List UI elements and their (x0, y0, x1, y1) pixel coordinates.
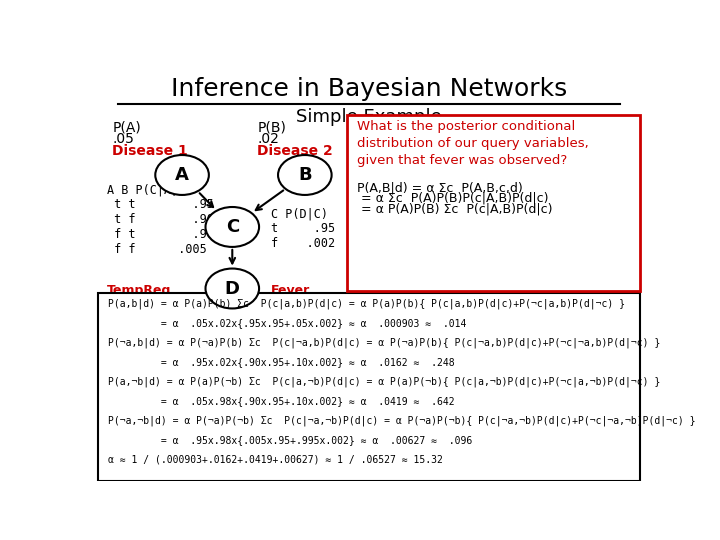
Text: P(a,¬b|d) = α P(a)P(¬b) Σc  P(c|a,¬b)P(d|c) = α P(a)P(¬b){ P(c|a,¬b)P(d|c)+P(¬c|: P(a,¬b|d) = α P(a)P(¬b) Σc P(c|a,¬b)P(d|… (109, 377, 661, 387)
Text: = α Σc  P(A)P(B)P(c|A,B)P(d|c): = α Σc P(A)P(B)P(c|A,B)P(d|c) (356, 192, 548, 205)
Text: = α P(A)P(B) Σc  P(c|A,B)P(d|c): = α P(A)P(B) Σc P(c|A,B)P(d|c) (356, 202, 552, 215)
Text: P(B): P(B) (258, 121, 287, 135)
Text: C P(D|C)
t     .95
f    .002: C P(D|C) t .95 f .002 (271, 207, 336, 250)
Text: Inference in Bayesian Networks: Inference in Bayesian Networks (171, 77, 567, 102)
Text: Disease 2: Disease 2 (258, 144, 333, 158)
Text: P(a,b|d) = α P(a)P(b) Σc  P(c|a,b)P(d|c) = α P(a)P(b){ P(c|a,b)P(d|c)+P(¬c|a,b)P: P(a,b|d) = α P(a)P(b) Σc P(c|a,b)P(d|c) … (109, 299, 626, 309)
Text: = α  .05x.02x{.95x.95+.05x.002} ≈ α  .000903 ≈  .014: = α .05x.02x{.95x.95+.05x.002} ≈ α .0009… (109, 318, 467, 328)
Text: P(¬a,b|d) = α P(¬a)P(b) Σc  P(c|¬a,b)P(d|c) = α P(¬a)P(b){ P(c|¬a,b)P(d|c)+P(¬c|: P(¬a,b|d) = α P(¬a)P(b) Σc P(c|¬a,b)P(d|… (109, 338, 661, 348)
Text: A: A (175, 166, 189, 184)
Text: α ≈ 1 / (.000903+.0162+.0419+.00627) ≈ 1 / .06527 ≈ 15.32: α ≈ 1 / (.000903+.0162+.0419+.00627) ≈ 1… (109, 455, 444, 465)
Text: = α  .05x.98x{.90x.95+.10x.002} ≈ α  .0419 ≈  .642: = α .05x.98x{.90x.95+.10x.002} ≈ α .0419… (109, 396, 455, 406)
Text: P(¬a,¬b|d) = α P(¬a)P(¬b) Σc  P(c|¬a,¬b)P(d|c) = α P(¬a)P(¬b){ P(c|¬a,¬b)P(d|c)+: P(¬a,¬b|d) = α P(¬a)P(¬b) Σc P(c|¬a,¬b)P… (109, 416, 696, 426)
Text: P(A,B|d) = α Σc  P(A,B,c,d): P(A,B|d) = α Σc P(A,B,c,d) (356, 181, 523, 194)
Text: P(A): P(A) (112, 121, 141, 135)
Text: Simple Example: Simple Example (296, 109, 442, 126)
Text: Fever: Fever (271, 285, 310, 298)
Text: D: D (225, 280, 240, 298)
Text: .05: .05 (112, 132, 134, 146)
Text: A B P(C|A,B)
 t t        .95
 t f        .90
 f t        .90
 f f      .005: A B P(C|A,B) t t .95 t f .90 f t .90 f f… (107, 183, 214, 256)
Text: B: B (298, 166, 312, 184)
FancyBboxPatch shape (347, 114, 639, 292)
Text: .02: .02 (258, 132, 279, 146)
Circle shape (205, 268, 259, 308)
Text: = α  .95x.02x{.90x.95+.10x.002} ≈ α  .0162 ≈  .248: = α .95x.02x{.90x.95+.10x.002} ≈ α .0162… (109, 357, 455, 367)
Circle shape (278, 155, 332, 195)
Text: Disease 1: Disease 1 (112, 144, 188, 158)
Circle shape (156, 155, 209, 195)
Text: C: C (225, 218, 239, 236)
Text: TempReg: TempReg (107, 285, 171, 298)
Text: = α  .95x.98x{.005x.95+.995x.002} ≈ α  .00627 ≈  .096: = α .95x.98x{.005x.95+.995x.002} ≈ α .00… (109, 435, 472, 445)
Text: What is the posterior conditional
distribution of our query variables,
given tha: What is the posterior conditional distri… (356, 120, 588, 167)
FancyBboxPatch shape (99, 294, 639, 481)
Circle shape (205, 207, 259, 247)
